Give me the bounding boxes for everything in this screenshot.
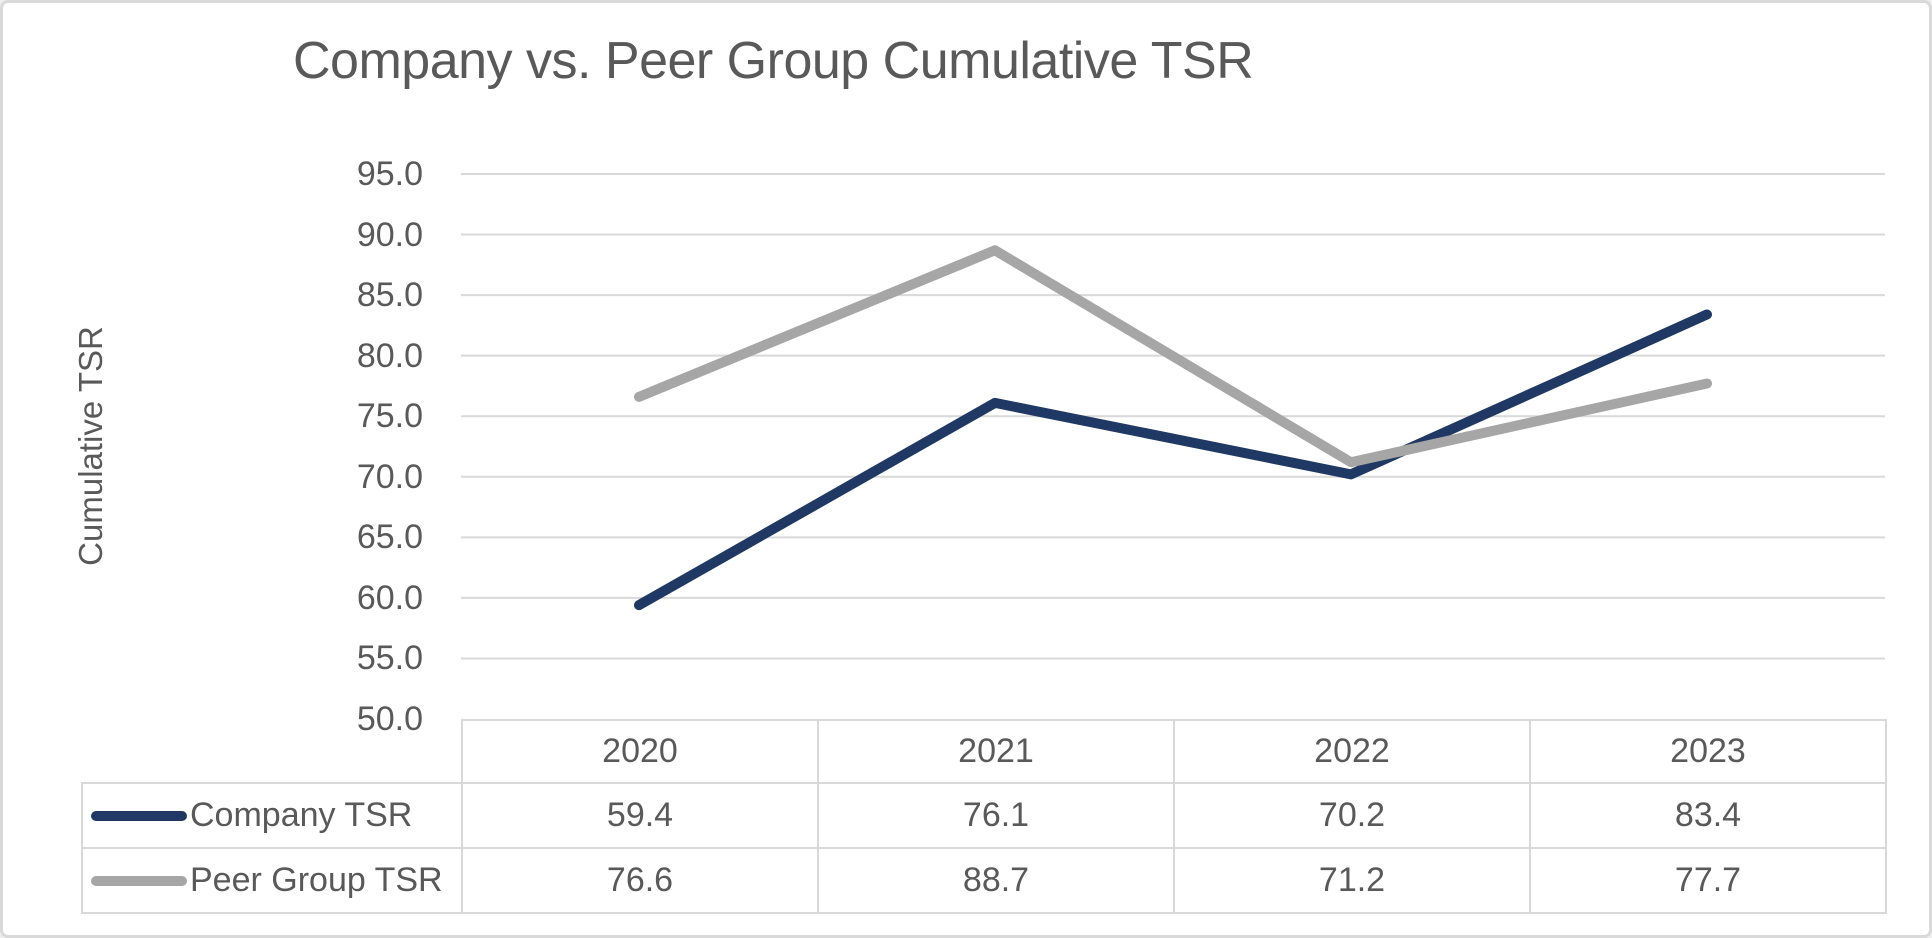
y-tick-label: 70.0 xyxy=(356,457,423,496)
table-header-cell: 2020 xyxy=(461,719,819,784)
legend-cell: Peer Group TSR xyxy=(81,847,463,914)
table-header-cell: 2023 xyxy=(1529,719,1887,784)
series-line-company-tsr xyxy=(634,309,1712,611)
y-tick-label: 65.0 xyxy=(356,518,423,557)
chart-title: Company vs. Peer Group Cumulative TSR xyxy=(293,32,1254,90)
table-corner-cell xyxy=(82,720,462,783)
y-tick-label: 90.0 xyxy=(356,215,423,254)
plot-area xyxy=(461,173,1885,660)
legend-line-icon xyxy=(91,810,187,821)
y-tick-label: 85.0 xyxy=(356,276,423,315)
legend-line-icon xyxy=(91,875,187,886)
table-value-cell: 71.2 xyxy=(1173,847,1531,914)
table-value-cell: 76.1 xyxy=(817,782,1175,849)
legend-label: Peer Group TSR xyxy=(190,861,443,899)
data-table: 2020 2021 2022 2023 Company TSR 59.4 76.1 70.2 8… xyxy=(81,719,1887,914)
y-tick-label: 80.0 xyxy=(356,336,423,375)
table-value-cell: 88.7 xyxy=(817,847,1175,914)
table-value-cell: 76.6 xyxy=(461,847,819,914)
legend-label: Company TSR xyxy=(190,796,413,834)
table-header-cell: 2022 xyxy=(1173,719,1531,784)
series-line-peer-group-tsr xyxy=(634,245,1712,468)
legend-cell: Company TSR xyxy=(81,782,463,849)
y-tick-label: 55.0 xyxy=(356,639,423,678)
y-tick-label: 60.0 xyxy=(356,578,423,617)
table-value-cell: 59.4 xyxy=(461,782,819,849)
y-tick-label: 50.0 xyxy=(356,700,423,738)
y-tick-label: 75.0 xyxy=(356,397,423,436)
table-header-cell: 2021 xyxy=(817,719,1175,784)
table-value-cell: 77.7 xyxy=(1529,847,1887,914)
table-row: Company TSR 59.4 76.1 70.2 83.4 xyxy=(81,782,1887,849)
y-axis-title: Cumulative TSR xyxy=(72,326,109,566)
table-row: Peer Group TSR 76.6 88.7 71.2 77.7 xyxy=(81,847,1887,914)
table-value-cell: 83.4 xyxy=(1529,782,1887,849)
y-tick-label: 95.0 xyxy=(356,155,423,193)
table-value-cell: 70.2 xyxy=(1173,782,1531,849)
